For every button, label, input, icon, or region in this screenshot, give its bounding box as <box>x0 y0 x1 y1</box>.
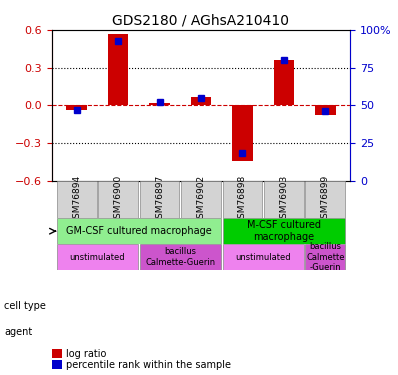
Text: cell type: cell type <box>4 301 46 310</box>
FancyBboxPatch shape <box>222 244 304 270</box>
Title: GDS2180 / AGhsA210410: GDS2180 / AGhsA210410 <box>113 13 289 27</box>
Text: GSM76898: GSM76898 <box>238 175 247 224</box>
Bar <box>149 103 170 105</box>
Text: GSM76899: GSM76899 <box>321 175 330 224</box>
Bar <box>273 60 294 105</box>
FancyBboxPatch shape <box>306 181 345 218</box>
Text: log ratio: log ratio <box>66 349 106 358</box>
Bar <box>191 96 211 105</box>
Bar <box>315 105 336 116</box>
Text: unstimulated: unstimulated <box>235 252 291 261</box>
Text: GSM76903: GSM76903 <box>279 175 289 224</box>
FancyBboxPatch shape <box>222 218 345 244</box>
Text: GSM76897: GSM76897 <box>155 175 164 224</box>
Text: percentile rank within the sample: percentile rank within the sample <box>66 360 231 370</box>
FancyBboxPatch shape <box>57 244 138 270</box>
FancyBboxPatch shape <box>306 244 345 270</box>
FancyBboxPatch shape <box>140 181 179 218</box>
Text: unstimulated: unstimulated <box>70 252 125 261</box>
Text: GSM76894: GSM76894 <box>72 175 81 224</box>
Text: M-CSF cultured
macrophage: M-CSF cultured macrophage <box>247 220 321 242</box>
Text: agent: agent <box>4 327 32 337</box>
Text: GSM76900: GSM76900 <box>113 175 123 224</box>
FancyBboxPatch shape <box>140 244 221 270</box>
FancyBboxPatch shape <box>181 181 221 218</box>
Text: bacillus
Calmette
-Guerin: bacillus Calmette -Guerin <box>306 242 345 272</box>
FancyBboxPatch shape <box>98 181 138 218</box>
Bar <box>108 34 129 105</box>
Bar <box>232 105 253 160</box>
FancyBboxPatch shape <box>57 181 97 218</box>
Bar <box>66 105 87 110</box>
FancyBboxPatch shape <box>57 218 221 244</box>
FancyBboxPatch shape <box>264 181 304 218</box>
Text: bacillus
Calmette-Guerin: bacillus Calmette-Guerin <box>145 248 215 267</box>
Text: GSM76902: GSM76902 <box>197 175 205 224</box>
Text: GM-CSF cultured macrophage: GM-CSF cultured macrophage <box>66 226 212 236</box>
FancyBboxPatch shape <box>222 181 262 218</box>
